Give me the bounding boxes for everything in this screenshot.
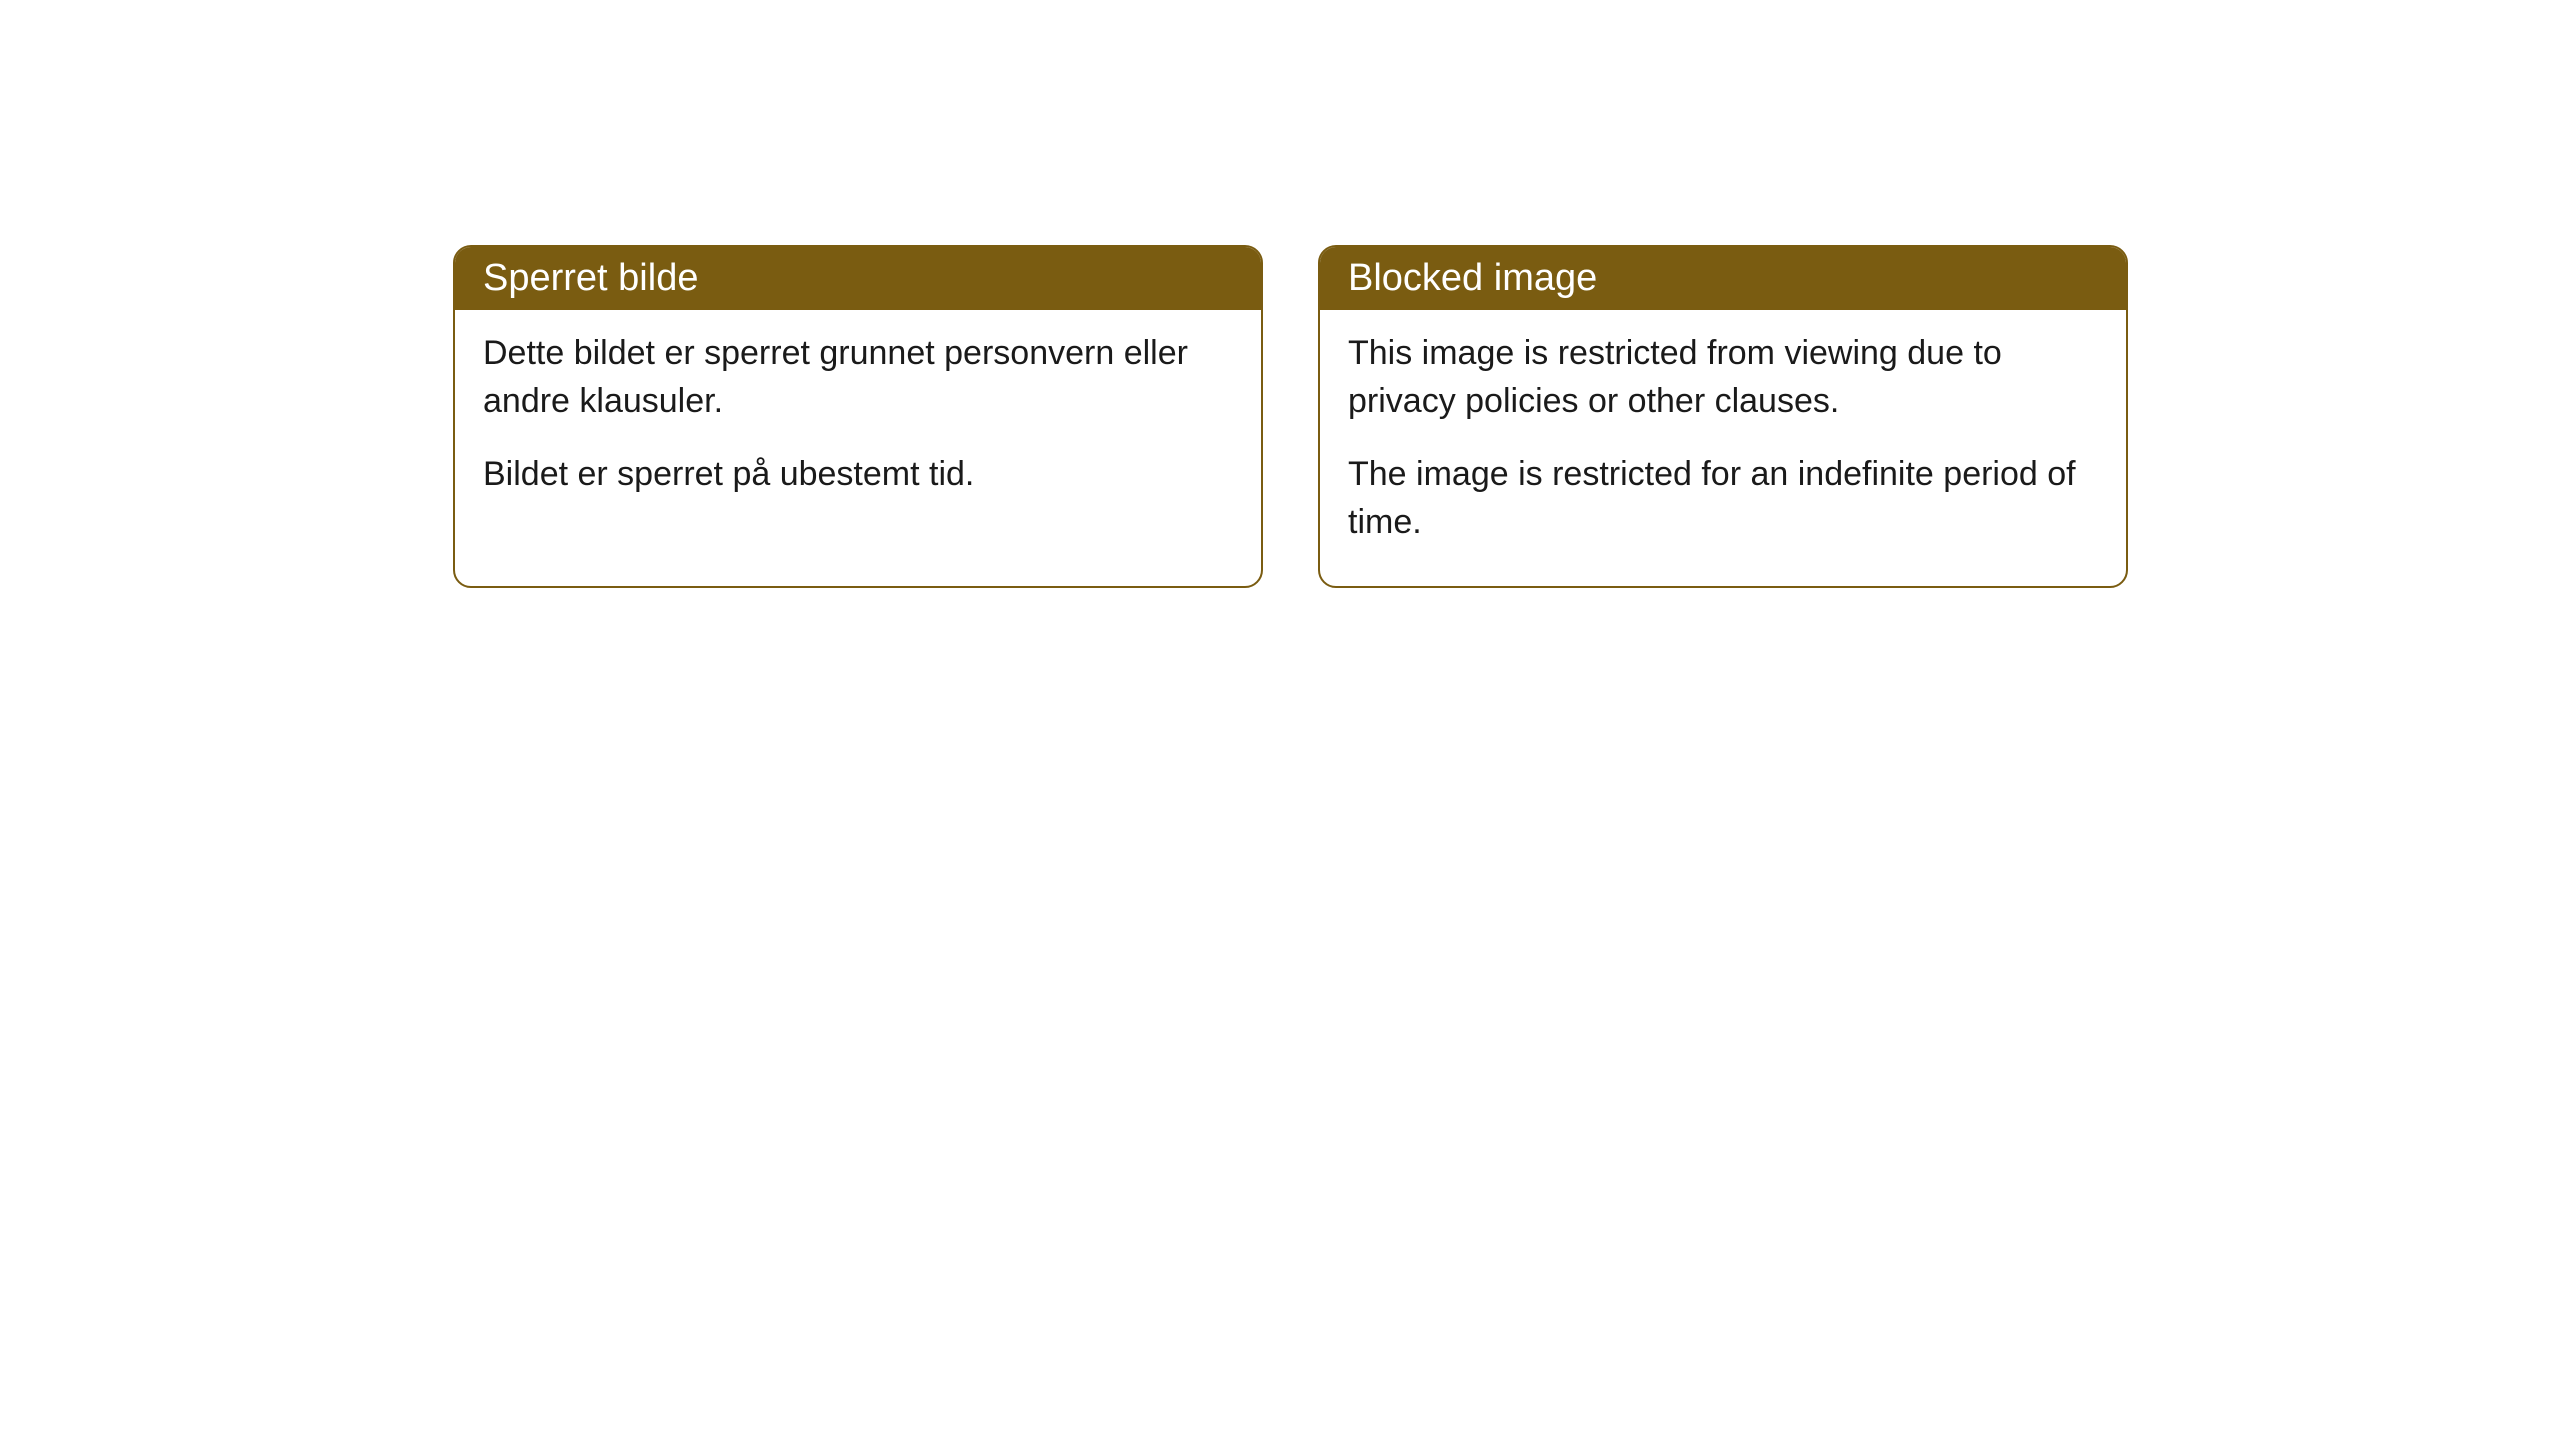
card-header: Blocked image — [1320, 247, 2126, 310]
card-paragraph: Dette bildet er sperret grunnet personve… — [483, 330, 1233, 425]
notice-cards-container: Sperret bilde Dette bildet er sperret gr… — [453, 245, 2128, 588]
card-paragraph: This image is restricted from viewing du… — [1348, 330, 2098, 425]
blocked-image-card-norwegian: Sperret bilde Dette bildet er sperret gr… — [453, 245, 1263, 588]
card-header: Sperret bilde — [455, 247, 1261, 310]
card-body: This image is restricted from viewing du… — [1320, 310, 2126, 586]
card-paragraph: The image is restricted for an indefinit… — [1348, 451, 2098, 546]
card-paragraph: Bildet er sperret på ubestemt tid. — [483, 451, 1233, 499]
card-body: Dette bildet er sperret grunnet personve… — [455, 310, 1261, 539]
blocked-image-card-english: Blocked image This image is restricted f… — [1318, 245, 2128, 588]
